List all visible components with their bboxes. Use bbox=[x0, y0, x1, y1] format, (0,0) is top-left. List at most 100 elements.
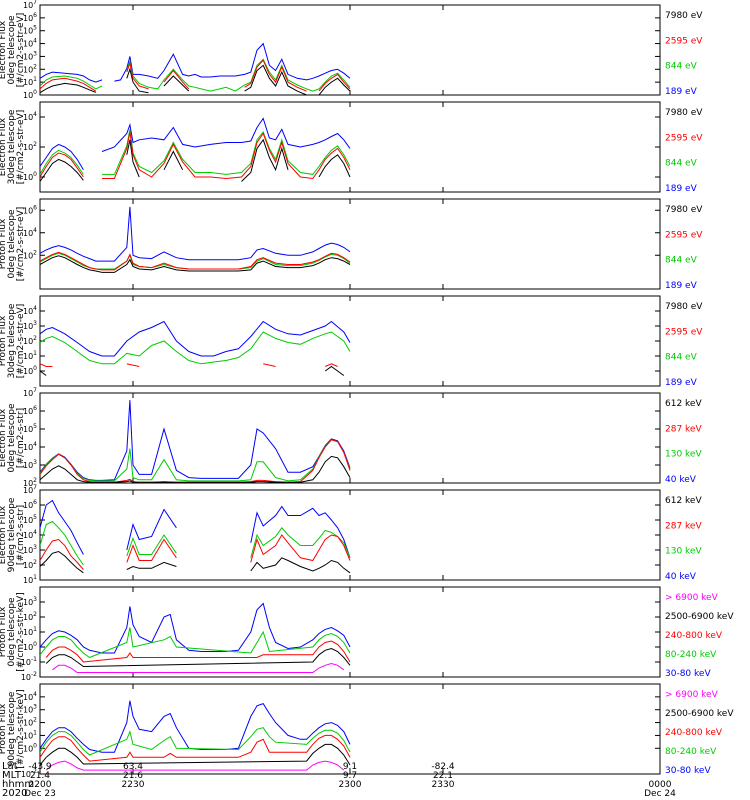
series-line bbox=[40, 59, 351, 92]
series-line bbox=[40, 320, 351, 357]
series-line bbox=[40, 743, 351, 766]
x-tick-label-mlt: 21.6 bbox=[123, 771, 143, 781]
series-line bbox=[52, 662, 345, 673]
y-tick-label: 102 bbox=[23, 63, 37, 74]
y-tick-label: 101 bbox=[23, 626, 37, 637]
y-tick-label: 105 bbox=[23, 514, 37, 525]
y-tick-label: 103 bbox=[23, 596, 37, 607]
y-tick-label: 103 bbox=[23, 704, 37, 715]
y-tick-label: 103 bbox=[23, 459, 37, 470]
legend-entry: 2500-6900 keV bbox=[665, 709, 734, 719]
y-tick-label: 105 bbox=[23, 25, 37, 36]
series-line bbox=[40, 206, 351, 262]
series-group bbox=[40, 42, 351, 95]
series-group bbox=[40, 400, 351, 483]
legend-entry: > 6900 keV bbox=[665, 593, 719, 603]
x-tick-label-mlt: 22.1 bbox=[433, 771, 453, 781]
series-line bbox=[40, 251, 351, 271]
legend-entry: 287 keV bbox=[665, 424, 702, 434]
y-tick-label: 100 bbox=[23, 171, 37, 182]
panel-ylabel: TEDElectron Flux30deg telescope[#/cm2-s-… bbox=[0, 109, 26, 184]
series-group bbox=[40, 320, 351, 376]
y-tick-label: 100 bbox=[23, 365, 37, 376]
y-tick-label: 103 bbox=[23, 320, 37, 331]
y-tick-label: 10-2 bbox=[21, 671, 37, 682]
series-group bbox=[40, 206, 351, 273]
y-tick-label: 102 bbox=[23, 559, 37, 570]
y-tick-label: 102 bbox=[23, 477, 37, 488]
series-line bbox=[40, 455, 351, 483]
legend-entry: 189 eV bbox=[665, 184, 698, 194]
y-tick-label: 103 bbox=[23, 544, 37, 555]
y-tick-label: 106 bbox=[23, 204, 37, 215]
y-tick-label: 101 bbox=[23, 574, 37, 585]
series-line bbox=[45, 647, 351, 668]
y-tick-label: 106 bbox=[23, 405, 37, 416]
legend-entry: 2595 eV bbox=[665, 327, 703, 337]
panel-ylabel: MEPEDProton Flux90deg telescope[#/cm2-s-… bbox=[0, 689, 26, 768]
legend-entry: 844 eV bbox=[665, 62, 698, 72]
legend-entry: 2500-6900 keV bbox=[665, 612, 734, 622]
panel-2: 100 102 104TEDElectron Flux30deg telescope… bbox=[0, 101, 703, 194]
y-tick-label: 101 bbox=[23, 729, 37, 740]
y-tick-label: 105 bbox=[23, 423, 37, 434]
legend-entry: 7980 eV bbox=[665, 205, 703, 215]
series-line bbox=[40, 129, 351, 175]
panel-5: 102 103 104 105 106 107 MEPEDElectron Flux0deg… bbox=[0, 387, 702, 488]
panel-frame bbox=[39, 683, 661, 775]
panel-ylabel: MEPEDElectron Flux90deg telescope[#/cm2-… bbox=[0, 497, 26, 572]
y-tick-label: 104 bbox=[23, 441, 37, 452]
legend-entry: 189 eV bbox=[665, 378, 698, 388]
x-tick-label-lat: -43.9 bbox=[28, 762, 52, 772]
x-tick-label-date: Dec 24 bbox=[644, 789, 676, 799]
panel-7: 10-2 10-1 100 101 102 103MEPEDProton Flux0deg… bbox=[0, 586, 734, 682]
x-tick-label-hhmm: 2230 bbox=[122, 780, 145, 790]
legend-entry: 2595 eV bbox=[665, 36, 703, 46]
panel-frame bbox=[39, 586, 661, 678]
legend-entry: 7980 eV bbox=[665, 302, 703, 312]
series-line bbox=[40, 439, 351, 482]
legend-entry: 130 keV bbox=[665, 547, 702, 557]
series-line bbox=[40, 64, 351, 95]
y-tick-label: 104 bbox=[23, 38, 37, 49]
series-line bbox=[40, 727, 351, 756]
y-tick-label: 106 bbox=[23, 12, 37, 23]
legend-entry: 612 keV bbox=[665, 399, 702, 409]
y-tick-label: 104 bbox=[23, 227, 37, 238]
series-line bbox=[40, 602, 351, 654]
legend-entry: 844 eV bbox=[665, 353, 698, 363]
y-tick-label: 103 bbox=[23, 50, 37, 61]
series-line bbox=[40, 365, 345, 376]
legend-entry: 189 eV bbox=[665, 87, 698, 97]
panel-frame bbox=[39, 198, 661, 290]
y-tick-label: 102 bbox=[23, 141, 37, 152]
x-tick-label-hhmm: 2300 bbox=[339, 780, 362, 790]
panel-ylabel: MEPEDElectron Flux0deg telescope[#/cm2-s… bbox=[0, 403, 26, 473]
series-line bbox=[40, 331, 351, 365]
panel-4: 100 101 102 103 104TEDProton Flux30deg teles… bbox=[0, 295, 703, 388]
y-tick-label: 102 bbox=[23, 717, 37, 728]
series-line bbox=[40, 42, 351, 83]
x-tick-label-mlt: 9.7 bbox=[343, 771, 357, 781]
panel-ylabel: TEDProton Flux30deg telescope[#/cm2-s-st… bbox=[0, 303, 26, 378]
series-line bbox=[40, 255, 351, 273]
x-tick-label-lat: 63.4 bbox=[123, 762, 143, 772]
y-tick-label: 100 bbox=[23, 742, 37, 753]
legend-entry: 844 eV bbox=[665, 256, 698, 266]
series-line bbox=[45, 640, 351, 663]
y-tick-label: 10-1 bbox=[21, 656, 37, 667]
panel-frame bbox=[39, 101, 661, 193]
panel-frame bbox=[39, 295, 661, 387]
panel-6: 101 102 103 104 105 106 107 MEPEDElectron Flux9… bbox=[0, 484, 702, 585]
legend-entry: 80-240 keV bbox=[665, 747, 717, 757]
legend-entry: 130 keV bbox=[665, 450, 702, 460]
panel-ylabel: TEDProton Flux0deg telescope[#/cm2-s-str… bbox=[0, 207, 26, 282]
legend-entry: 7980 eV bbox=[665, 108, 703, 118]
series-line bbox=[45, 760, 345, 771]
y-tick-label: 100 bbox=[23, 641, 37, 652]
legend-entry: 80-240 keV bbox=[665, 650, 717, 660]
legend-entry: 30-80 keV bbox=[665, 766, 711, 776]
